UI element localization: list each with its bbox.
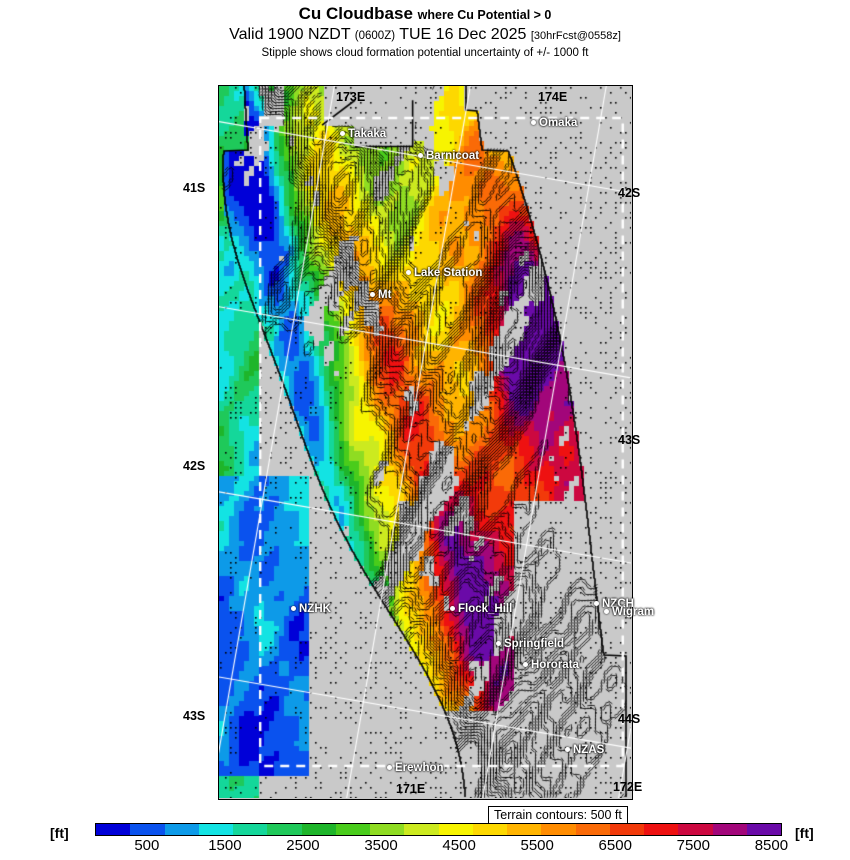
- colorbar-swatch-2500: [267, 824, 302, 835]
- page-title: Cu Cloudbase: [298, 4, 413, 23]
- colorbar-swatch-9000: [712, 824, 747, 835]
- forecast-run-tag: [30hrFcst@0558z]: [530, 30, 621, 42]
- colorbar-swatch-5000: [438, 824, 473, 835]
- grid-label-174E: 174E: [538, 90, 568, 104]
- colorbar-tick-5500: 5500: [520, 837, 554, 854]
- colorbar-tick-6500: 6500: [598, 837, 632, 854]
- colorbar-gradient[interactable]: [95, 823, 782, 836]
- colorbar-swatch-3000: [301, 824, 336, 835]
- colorbar-swatch-8000: [644, 824, 679, 835]
- colorbar-swatch-3500: [335, 824, 370, 835]
- valid-utc-time: (0600Z): [354, 30, 396, 42]
- grid-label-173E: 173E: [336, 90, 366, 104]
- colorbar-swatch-6500: [541, 824, 576, 835]
- colorbar-swatch-500: [130, 824, 165, 835]
- colorbar-swatch-1000: [164, 824, 199, 835]
- colorbar-swatch-6000: [507, 824, 542, 835]
- colorbar-tick-8500: 8500: [754, 837, 789, 854]
- forecast-map[interactable]: [218, 85, 633, 800]
- colorbar-swatch-1500: [198, 824, 233, 835]
- colorbar-swatch-7000: [575, 824, 610, 835]
- colorbar-tick-500: 500: [134, 837, 160, 854]
- colorbar-tick-4500: 4500: [442, 837, 476, 854]
- grid-label-42S: 42S: [183, 459, 206, 473]
- grid-label-172E: 172E: [613, 780, 643, 794]
- colorbar-swatch-9500: [746, 824, 781, 835]
- colorbar-tick-7500: 7500: [676, 837, 710, 854]
- grid-label-171E: 171E: [396, 782, 426, 796]
- colorbar-swatch-4000: [370, 824, 405, 835]
- colorbar-tick-labels: 500 1500 2500 3500 4500 5500 6500 7500 8500: [95, 837, 788, 857]
- colorbar-tick-1500: 1500: [208, 837, 242, 854]
- colorbar: [ft] 500 1500 2500 3500 4500 5500 6500 7500 8500…: [0, 820, 850, 860]
- chart-title-line: Cu Cloudbase where Cu Potential > 0: [0, 4, 850, 25]
- colorbar-swatch-7500: [609, 824, 644, 835]
- grid-label-43S: 43S: [618, 433, 641, 447]
- colorbar-swatch-0: [96, 824, 131, 835]
- valid-local-time: Valid 1900 NZDT: [229, 26, 351, 43]
- colorbar-swatch-2000: [233, 824, 268, 835]
- colorbar-swatch-5500: [472, 824, 507, 835]
- grid-label-43S: 43S: [183, 709, 206, 723]
- map-raster: [219, 86, 631, 798]
- colorbar-swatch-8500: [678, 824, 713, 835]
- valid-date: TUE 16 Dec 2025: [399, 26, 527, 43]
- grid-label-42S: 42S: [618, 186, 641, 200]
- valid-time-line: Valid 1900 NZDT (0600Z) TUE 16 Dec 2025 …: [0, 25, 850, 46]
- colorbar-swatch-4500: [404, 824, 439, 835]
- stipple-legend-note: Stipple shows cloud formation potential …: [261, 47, 589, 59]
- title-qualifier: where Cu Potential > 0: [417, 8, 552, 22]
- colorbar-unit-right: [ft]: [795, 825, 814, 841]
- title-block: Cu Cloudbase where Cu Potential > 0 Vali…: [0, 4, 850, 61]
- colorbar-tick-3500: 3500: [364, 837, 398, 854]
- colorbar-tick-2500: 2500: [286, 837, 320, 854]
- colorbar-unit-left: [ft]: [50, 825, 69, 841]
- grid-label-44S: 44S: [618, 712, 641, 726]
- grid-label-41S: 41S: [183, 181, 206, 195]
